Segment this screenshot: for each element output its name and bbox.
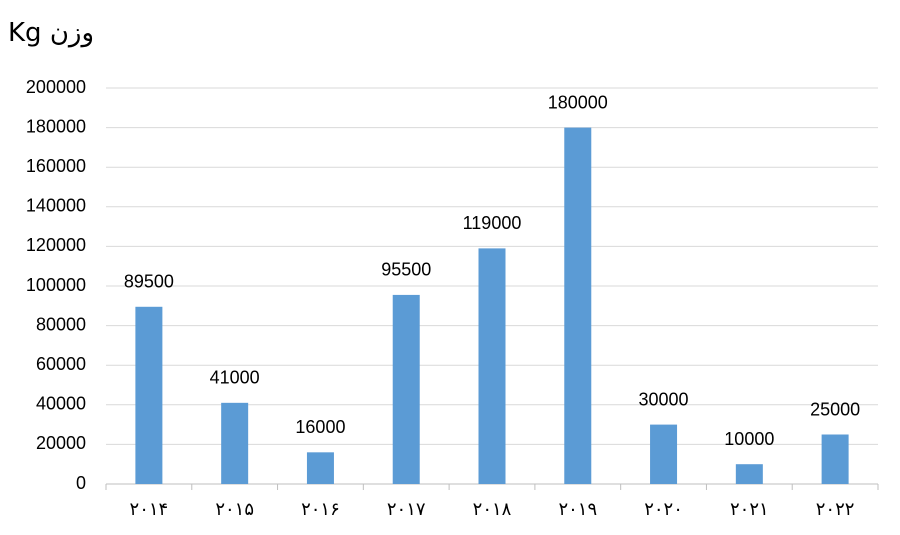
y-tick-label: 180000	[26, 116, 86, 136]
bar	[392, 294, 420, 484]
y-tick-label: 20000	[36, 433, 86, 453]
y-tick-label: 80000	[36, 314, 86, 334]
y-tick-label: 60000	[36, 354, 86, 374]
bar	[221, 402, 249, 484]
x-tick-label: ۲۰۲۰	[644, 499, 683, 520]
x-tick-label: ۲۰۱۴	[130, 499, 169, 520]
y-tick-label: 200000	[26, 77, 86, 97]
data-label: 89500	[124, 272, 174, 292]
bar	[564, 127, 592, 484]
data-label: 95500	[381, 260, 431, 280]
x-tick-label: ۲۰۱۶	[301, 499, 340, 520]
data-label: 10000	[724, 429, 774, 449]
bar	[650, 424, 678, 484]
y-tick-label: 160000	[26, 156, 86, 176]
y-tick-label: 40000	[36, 394, 86, 414]
x-tick-label: ۲۰۲۱	[730, 499, 769, 520]
x-tick-label: ۲۰۱۷	[387, 499, 426, 520]
x-tick-label: ۲۰۱۸	[473, 499, 512, 520]
x-tick-label: ۲۰۱۹	[558, 499, 597, 520]
y-tick-label: 140000	[26, 196, 86, 216]
bar	[306, 452, 334, 484]
data-label: 180000	[548, 92, 608, 112]
chart-title: وزن Kg	[8, 18, 95, 48]
data-label: 25000	[810, 399, 860, 419]
data-label: 41000	[210, 368, 260, 388]
bar	[735, 464, 763, 484]
bar	[135, 306, 163, 484]
y-tick-label: 0	[76, 473, 86, 493]
data-label: 30000	[639, 389, 689, 409]
data-label: 16000	[295, 417, 345, 437]
x-tick-label: ۲۰۱۵	[215, 499, 254, 520]
x-tick-label: ۲۰۲۲	[816, 499, 855, 520]
bar	[478, 248, 506, 484]
data-label: 119000	[463, 213, 522, 233]
y-tick-label: 120000	[26, 235, 86, 255]
bar	[821, 434, 849, 484]
y-tick-label: 100000	[26, 275, 86, 295]
